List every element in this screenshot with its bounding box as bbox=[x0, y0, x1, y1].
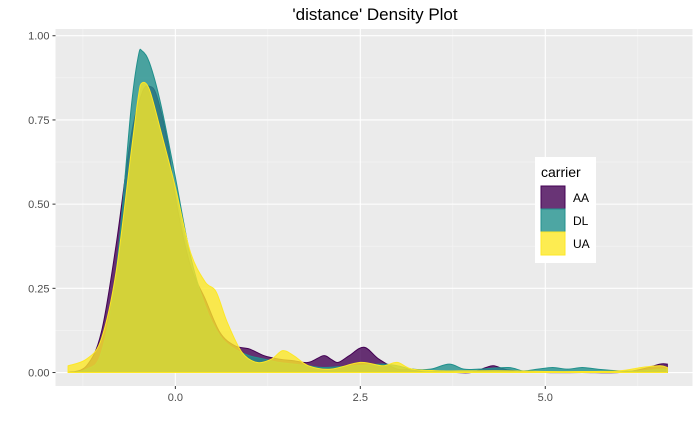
legend-key-ua bbox=[540, 231, 566, 256]
legend-title: carrier bbox=[541, 164, 581, 180]
y-tick-label: 0.75 bbox=[28, 115, 49, 127]
legend-label-dl: DL bbox=[573, 214, 589, 228]
y-tick-label: 1.00 bbox=[28, 31, 49, 43]
y-tick-label: 0.50 bbox=[28, 199, 49, 211]
legend-label-aa: AA bbox=[573, 191, 589, 205]
legend: carrier AA DL UA bbox=[535, 157, 596, 263]
y-axis: 0.00 0.25 0.50 0.75 1.00 bbox=[28, 31, 56, 380]
x-tick-label: 5.0 bbox=[538, 392, 553, 404]
x-axis: 0.0 2.5 5.0 bbox=[168, 386, 553, 404]
legend-key-aa bbox=[540, 185, 566, 210]
x-tick-label: 0.0 bbox=[168, 392, 183, 404]
y-tick-label: 0.25 bbox=[28, 283, 49, 295]
density-area-ua bbox=[67, 81, 668, 374]
density-areas bbox=[67, 48, 668, 374]
legend-key-dl bbox=[540, 208, 566, 233]
y-tick-label: 0.00 bbox=[28, 368, 49, 380]
chart-title: 'distance' Density Plot bbox=[292, 5, 458, 24]
x-tick-label: 2.5 bbox=[353, 392, 368, 404]
legend-label-ua: UA bbox=[573, 237, 590, 251]
